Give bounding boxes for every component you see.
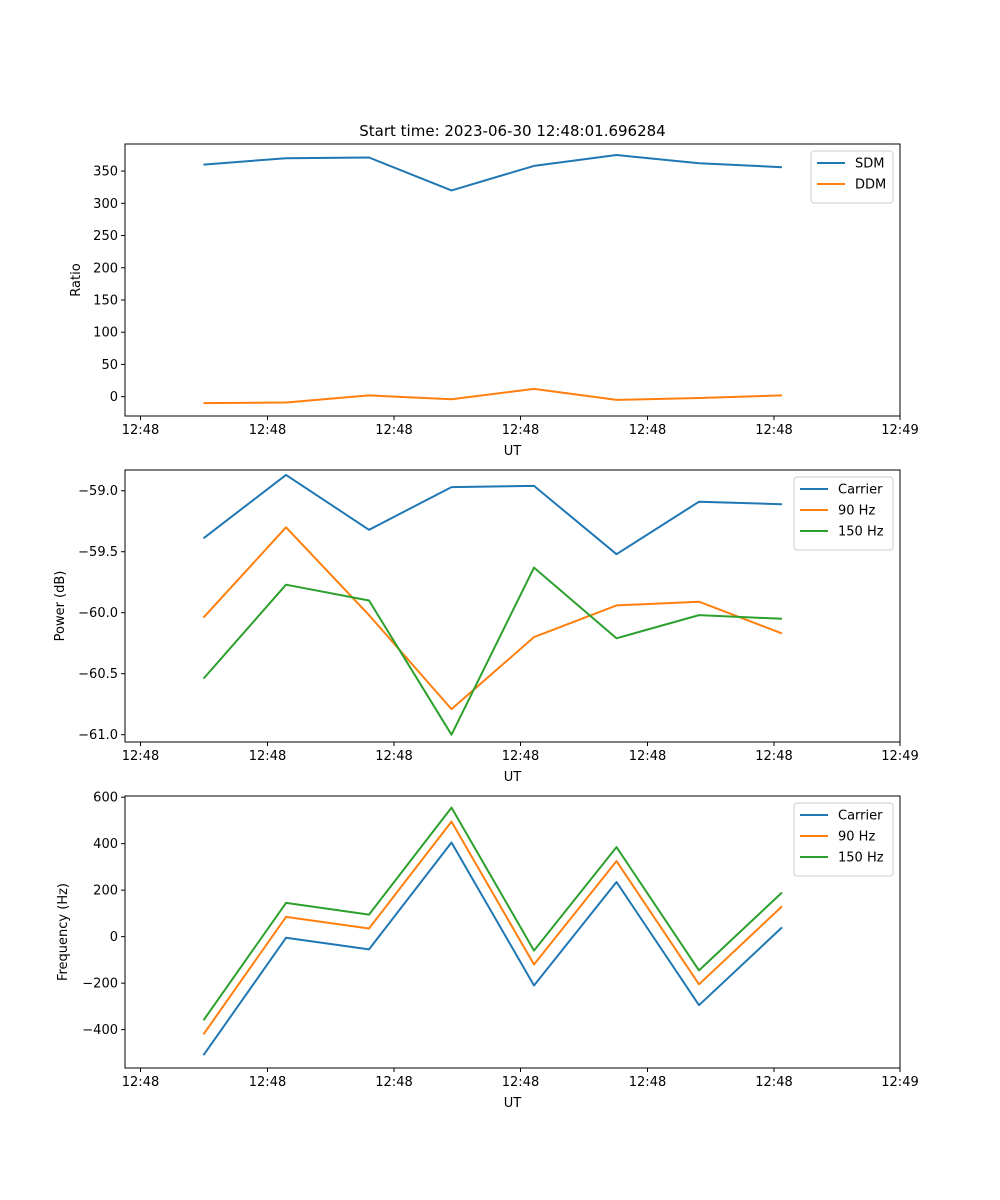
x-tick-label: 12:48	[755, 1075, 792, 1090]
y-tick-label: 0	[110, 930, 118, 945]
x-tick-label: 12:48	[122, 1075, 159, 1090]
x-tick-label: 12:48	[629, 423, 666, 438]
x-tick-label: 12:48	[375, 423, 412, 438]
y-tick-label: −59.5	[78, 545, 118, 560]
y-axis-label: Frequency (Hz)	[56, 883, 71, 981]
y-tick-label: 400	[93, 837, 118, 852]
legend-label: Carrier	[838, 809, 883, 824]
y-tick-label: −60.0	[78, 606, 118, 621]
y-tick-label: 350	[93, 165, 118, 180]
y-tick-label: 300	[93, 197, 118, 212]
series-line-3	[202, 806, 783, 1021]
series-line-2	[202, 526, 783, 711]
y-tick-label: 200	[93, 261, 118, 276]
figure-title: Start time: 2023-06-30 12:48:01.696284	[359, 122, 665, 140]
x-axis-label: UT	[504, 444, 522, 459]
legend: Carrier 90 Hz 150 Hz	[793, 802, 894, 877]
subplot-3: 12:48 12:48 12:48 12:48 12:48 12:48 12:49 −400 −…	[56, 791, 919, 1111]
y-tick-label: 250	[93, 229, 118, 244]
y-tick-label: 100	[93, 326, 118, 341]
x-tick-label: 12:48	[122, 423, 159, 438]
y-tick-label: −61.0	[78, 728, 118, 743]
x-tick-label: 12:48	[629, 749, 666, 764]
axes-frame	[124, 795, 901, 1069]
x-tick-label: 12:48	[249, 423, 286, 438]
subplots: 12:48 12:48 12:48 12:48 12:48 12:48 12:49 0 50 10…	[53, 143, 919, 1111]
legend-label: DDM	[855, 178, 886, 193]
legend-label: SDM	[855, 157, 884, 172]
x-tick-label: 12:48	[755, 423, 792, 438]
legend-label: 90 Hz	[838, 504, 875, 519]
axes-frame	[124, 143, 901, 417]
legend-label: 90 Hz	[838, 830, 875, 845]
x-tick-label: 12:48	[375, 749, 412, 764]
series-line-3	[202, 566, 783, 736]
axes-frame	[124, 469, 901, 743]
y-tick-label: 0	[110, 390, 118, 405]
subplot-2: 12:48 12:48 12:48 12:48 12:48 12:48 12:49 −61.0…	[53, 469, 919, 785]
series-line-2	[203, 387, 783, 405]
x-tick-label: 12:48	[249, 749, 286, 764]
y-tick-label: 200	[93, 884, 118, 899]
x-tick-label: 12:49	[881, 749, 918, 764]
legend-label: 150 Hz	[838, 525, 884, 540]
x-tick-label: 12:48	[122, 749, 159, 764]
y-tick-label: −400	[82, 1023, 118, 1038]
y-tick-label: −200	[82, 977, 118, 992]
y-tick-label: 600	[93, 791, 118, 806]
legend-label: Carrier	[838, 483, 883, 498]
series-line-1	[202, 841, 783, 1056]
x-tick-label: 12:48	[755, 749, 792, 764]
x-tick-label: 12:48	[375, 1075, 412, 1090]
x-tick-label: 12:49	[881, 1075, 918, 1090]
x-tick-label: 12:48	[249, 1075, 286, 1090]
subplot-1: 12:48 12:48 12:48 12:48 12:48 12:48 12:49 0 50 10…	[69, 143, 919, 459]
legend: Carrier 90 Hz 150 Hz	[793, 476, 894, 551]
y-axis-label: Power (dB)	[53, 571, 68, 642]
x-axis-label: UT	[504, 770, 522, 785]
x-tick-label: 12:48	[629, 1075, 666, 1090]
y-tick-label: 150	[93, 293, 118, 308]
y-tick-label: 50	[101, 358, 118, 373]
series-line-2	[202, 820, 783, 1035]
series-line-1	[203, 154, 783, 192]
y-tick-label: −60.5	[78, 667, 118, 682]
x-axis-label: UT	[504, 1096, 522, 1111]
x-tick-label: 12:48	[502, 423, 539, 438]
y-axis-label: Ratio	[69, 263, 84, 296]
legend-label: 150 Hz	[838, 851, 884, 866]
y-tick-label: −59.0	[78, 484, 118, 499]
x-tick-label: 12:48	[502, 749, 539, 764]
series-line-1	[202, 473, 783, 556]
x-tick-label: 12:48	[502, 1075, 539, 1090]
legend: SDM DDM	[810, 150, 894, 204]
x-tick-label: 12:49	[881, 423, 918, 438]
